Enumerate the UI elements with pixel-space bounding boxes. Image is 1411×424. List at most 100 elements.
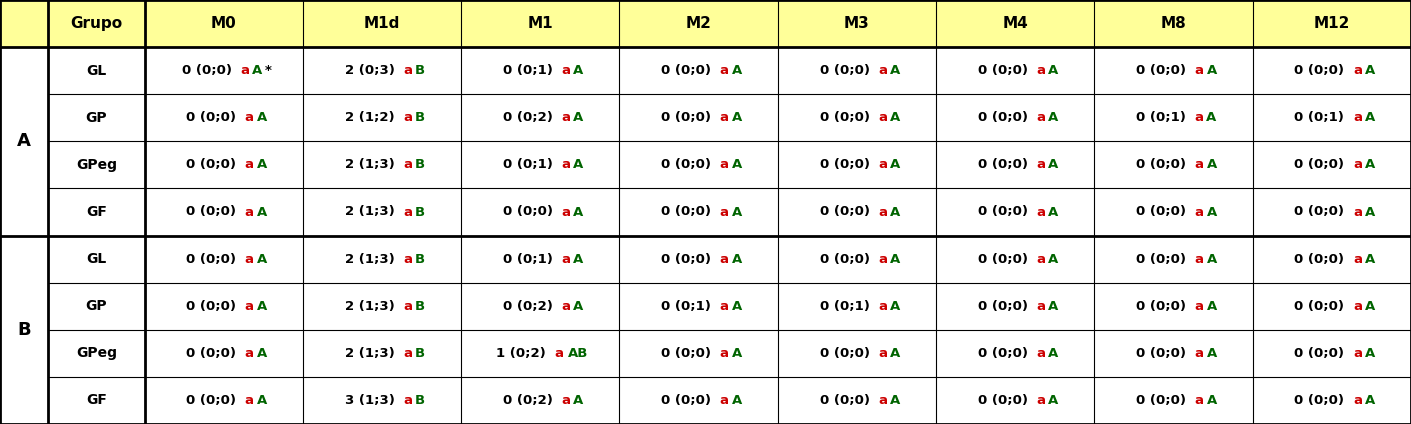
Text: a: a: [1195, 394, 1204, 407]
Bar: [461, 188, 619, 236]
Text: 1 (0;2): 1 (0;2): [497, 347, 546, 360]
Text: A: A: [1206, 111, 1216, 124]
Text: B: B: [415, 394, 425, 407]
Text: A: A: [731, 159, 742, 171]
Text: 0 (0;0): 0 (0;0): [978, 111, 1027, 124]
Bar: [0, 188, 48, 236]
Text: A: A: [257, 253, 267, 265]
Text: a: a: [404, 347, 412, 360]
Text: a: a: [720, 300, 728, 313]
Bar: [1253, 47, 1411, 94]
Text: a: a: [1036, 300, 1046, 313]
Text: A: A: [1048, 206, 1058, 218]
Bar: [144, 283, 303, 330]
Text: a: a: [878, 64, 888, 77]
Bar: [1253, 94, 1411, 141]
Bar: [619, 236, 777, 283]
Text: A: A: [1364, 253, 1376, 265]
Text: M8: M8: [1161, 16, 1187, 31]
Text: A: A: [1206, 347, 1216, 360]
Bar: [777, 236, 935, 283]
Bar: [48, 47, 144, 94]
Bar: [0, 283, 48, 330]
Text: A: A: [1206, 206, 1216, 218]
Bar: [461, 377, 619, 424]
Bar: [461, 283, 619, 330]
Text: a: a: [720, 64, 728, 77]
Bar: [1253, 377, 1411, 424]
Text: A: A: [1048, 159, 1058, 171]
Bar: [777, 283, 935, 330]
Text: A: A: [17, 132, 31, 151]
Text: M1d: M1d: [364, 16, 401, 31]
Text: 0 (0;0): 0 (0;0): [662, 206, 711, 218]
Bar: [0, 94, 48, 141]
Text: A: A: [731, 253, 742, 265]
Text: a: a: [1036, 206, 1046, 218]
Text: a: a: [555, 347, 564, 360]
Text: 2 (1;3): 2 (1;3): [344, 206, 395, 218]
Text: 0 (0;0): 0 (0;0): [662, 111, 711, 124]
Text: a: a: [1353, 111, 1362, 124]
Text: B: B: [415, 206, 425, 218]
Bar: [144, 377, 303, 424]
Text: 0 (0;0): 0 (0;0): [1136, 394, 1187, 407]
Text: 2 (1;3): 2 (1;3): [344, 159, 395, 171]
Bar: [48, 236, 144, 283]
Bar: [935, 283, 1095, 330]
Text: a: a: [1195, 64, 1204, 77]
Text: 0 (0;0): 0 (0;0): [978, 300, 1027, 313]
Text: a: a: [246, 347, 254, 360]
Text: a: a: [878, 300, 888, 313]
Bar: [777, 330, 935, 377]
Text: a: a: [878, 394, 888, 407]
Text: a: a: [562, 206, 570, 218]
Text: A: A: [890, 347, 900, 360]
Text: A: A: [890, 64, 900, 77]
Text: A: A: [890, 394, 900, 407]
Bar: [461, 141, 619, 188]
Text: a: a: [1353, 394, 1362, 407]
Text: 0 (0;0): 0 (0;0): [1294, 300, 1345, 313]
Text: a: a: [1036, 159, 1046, 171]
Bar: [777, 47, 935, 94]
Bar: [48, 0, 144, 47]
Bar: [144, 47, 303, 94]
Text: 0 (0;0): 0 (0;0): [1294, 253, 1345, 265]
Text: A: A: [573, 111, 583, 124]
Text: 0 (0;0): 0 (0;0): [186, 394, 236, 407]
Bar: [0, 236, 48, 283]
Text: A: A: [1206, 253, 1216, 265]
Text: A: A: [731, 347, 742, 360]
Bar: [1095, 94, 1253, 141]
Text: GF: GF: [86, 205, 107, 219]
Bar: [461, 0, 619, 47]
Text: A: A: [1364, 111, 1374, 124]
Text: 0 (0;1): 0 (0;1): [820, 300, 869, 313]
Text: a: a: [1195, 111, 1204, 124]
Text: A: A: [573, 64, 583, 77]
Text: 0 (0;0): 0 (0;0): [1294, 206, 1345, 218]
Text: B: B: [415, 300, 425, 313]
Bar: [935, 141, 1095, 188]
Text: 0 (0;0): 0 (0;0): [186, 300, 236, 313]
Text: A: A: [573, 159, 583, 171]
Text: 0 (0;0): 0 (0;0): [1136, 64, 1187, 77]
Bar: [1095, 188, 1253, 236]
Bar: [619, 0, 777, 47]
Text: A: A: [257, 206, 267, 218]
Bar: [619, 94, 777, 141]
Text: 0 (0;0): 0 (0;0): [502, 206, 553, 218]
Text: 0 (0;0): 0 (0;0): [1294, 394, 1345, 407]
Bar: [303, 47, 461, 94]
Text: B: B: [415, 253, 425, 265]
Text: GP: GP: [86, 299, 107, 313]
Text: a: a: [404, 159, 412, 171]
Text: M1: M1: [528, 16, 553, 31]
Bar: [935, 377, 1095, 424]
Text: a: a: [720, 253, 728, 265]
Text: B: B: [415, 111, 425, 124]
Text: a: a: [562, 64, 570, 77]
Bar: [48, 330, 144, 377]
Text: a: a: [246, 394, 254, 407]
